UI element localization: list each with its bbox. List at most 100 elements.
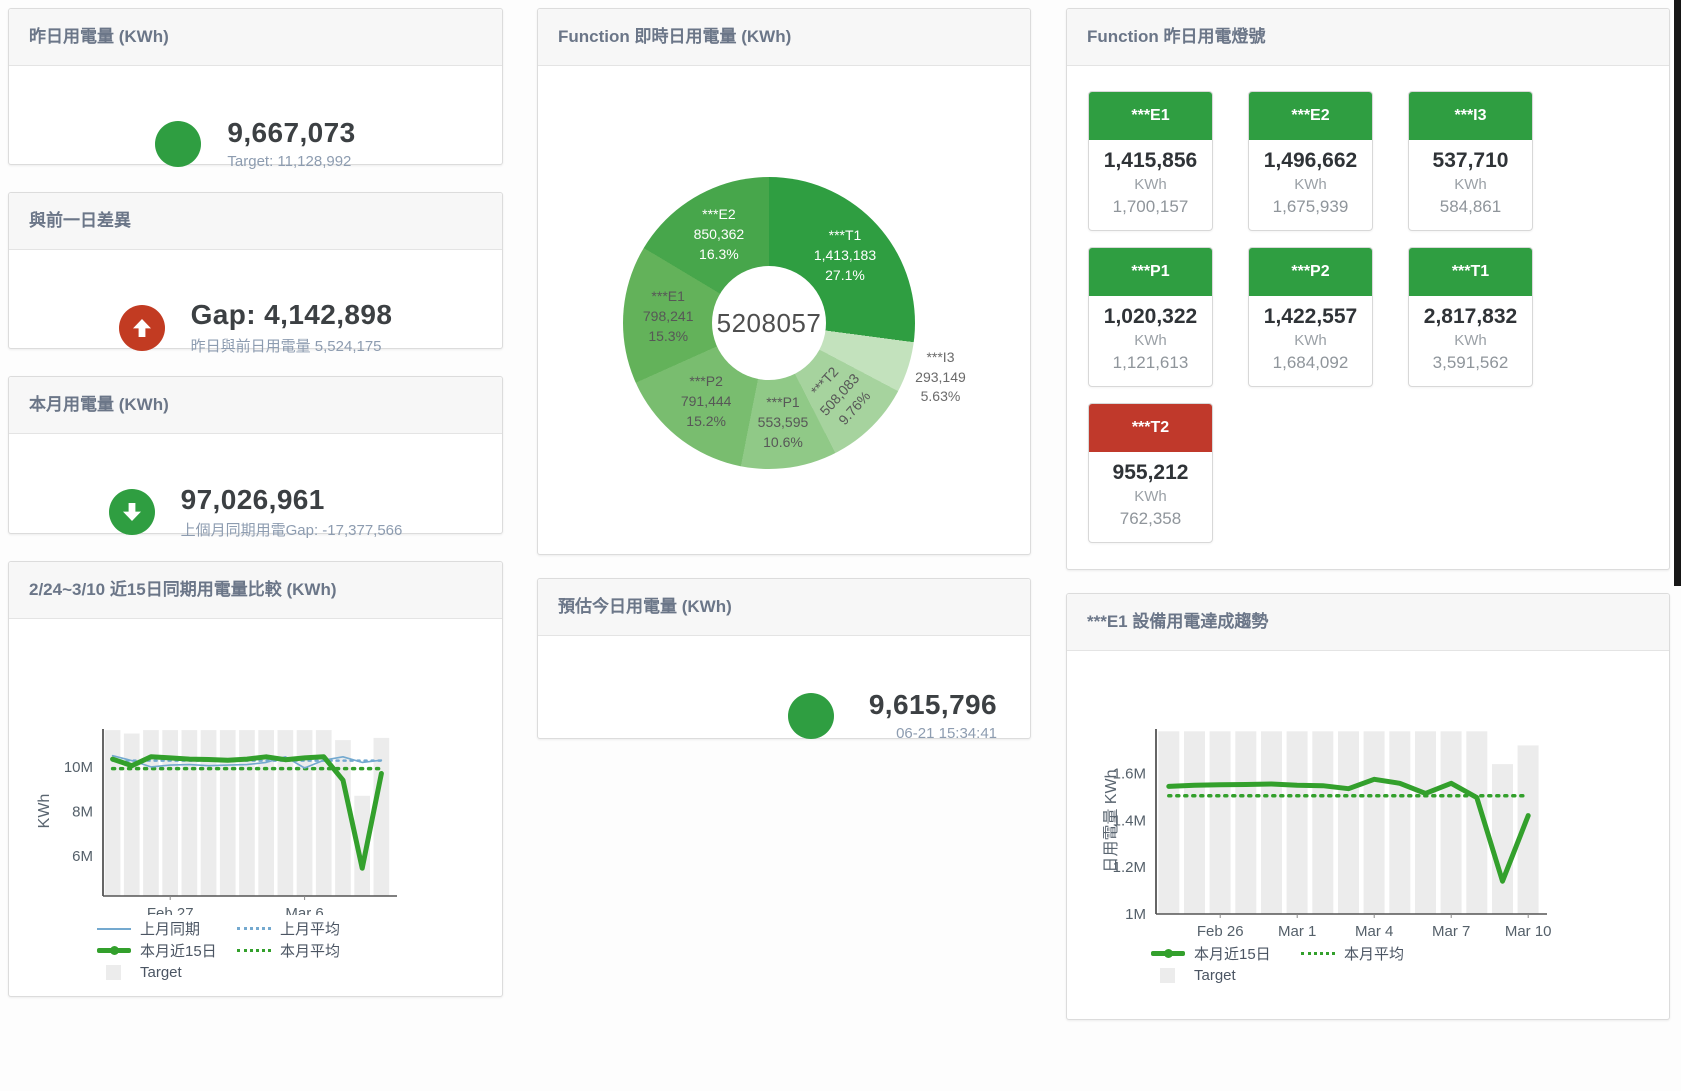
- month-value: 97,026,961: [180, 483, 325, 515]
- donut-label-I3: ***I3 293,149 5.63%: [915, 348, 966, 405]
- svg-text:Mar 6: Mar 6: [285, 905, 323, 915]
- tiles-body: ***E1 1,415,856 KWh 1,700,157 ***E2 1,496,662…: [1067, 66, 1669, 569]
- light-tile-E1: ***E1 1,415,856 KWh 1,700,157: [1088, 91, 1213, 231]
- stat-body: 9,615,796 06-21 15:34:41: [538, 636, 1030, 795]
- panel-title: 2/24~3/10 近15日同期用電量比較 (KWh): [9, 562, 502, 619]
- svg-text:Mar 1: Mar 1: [1278, 923, 1316, 940]
- panel-title: 與前一日差異: [9, 193, 502, 250]
- svg-text:6M: 6M: [72, 848, 93, 865]
- panel-title-text: 2/24~3/10 近15日同期用電量比較 (KWh): [29, 580, 337, 599]
- y-axis-label: KWh: [36, 793, 53, 829]
- status-circle-icon: [787, 692, 834, 739]
- estimate-value: 9,615,796: [868, 689, 997, 721]
- light-tile-grid: ***E1 1,415,856 KWh 1,700,157 ***E2 1,496,662…: [1067, 66, 1669, 543]
- tile-status-header: ***P2: [1249, 248, 1372, 296]
- legend-item-上月平均[interactable]: 上月平均: [237, 918, 340, 939]
- panel-title: 預估今日用電量 (KWh): [538, 579, 1030, 636]
- panel-title: 昨日用電量 (KWh): [9, 9, 502, 66]
- legend-swatch: [106, 965, 121, 980]
- panel-e1-trend-chart: ***E1 設備用電達成趨勢 1M 1.2M 1.4M 1.6M Feb 26 Mar 1…: [1066, 593, 1670, 1020]
- tile-status-header: ***T2: [1089, 404, 1212, 452]
- donut-label-P2: ***P2 791,444 15.2%: [680, 373, 732, 429]
- panel-title-text: ***E1 設備用電達成趨勢: [1087, 612, 1269, 631]
- svg-text:Feb 26: Feb 26: [1197, 923, 1244, 940]
- legend-item-Target[interactable]: Target: [97, 962, 237, 983]
- window-edge-scrollbar[interactable]: [1674, 0, 1681, 586]
- legend-item-本月平均[interactable]: 本月平均: [237, 940, 340, 961]
- legend-label: 本月平均: [1344, 946, 1405, 963]
- svg-text:1.2M: 1.2M: [1113, 859, 1146, 876]
- tile-status-header: ***E1: [1089, 92, 1212, 140]
- status-circle-icon: [155, 120, 202, 167]
- legend-item-本月近15日[interactable]: 本月近15日: [97, 940, 237, 961]
- tile-value: 1,415,856: [1103, 149, 1198, 172]
- legend-label: 上月平均: [280, 921, 341, 938]
- panel-day-gap: 與前一日差異 Gap: 4,142,898 昨日與前日用電量 5,524,175: [8, 192, 503, 355]
- arrow-down-circle-icon: [108, 489, 155, 535]
- chart-body: 5208057 ***T1 1,413,183 27.1% ***I3 293,149 5…: [538, 66, 1030, 554]
- legend-item-本月近15日[interactable]: 本月近15日: [1151, 943, 1301, 964]
- tile-unit: KWh: [1454, 176, 1487, 193]
- tile-unit: KWh: [1294, 176, 1327, 193]
- svg-text:Mar 10: Mar 10: [1505, 923, 1552, 940]
- tile-unit: KWh: [1134, 488, 1167, 505]
- legend-swatch: [97, 946, 131, 955]
- legend-swatch: [237, 927, 271, 930]
- legend-item-上月同期[interactable]: 上月同期: [97, 918, 237, 939]
- gap-sub: 昨日與前日用電量 5,524,175: [190, 337, 382, 355]
- chart-body: 1M 1.2M 1.4M 1.6M Feb 26 Mar 1 Mar 4 Mar 7 Mar 1…: [1067, 651, 1669, 1019]
- legend-label: Target: [1194, 967, 1236, 984]
- arrow-up-icon: [132, 318, 151, 337]
- panel-title-text: Function 昨日用電燈號: [1087, 27, 1266, 46]
- legend-label: 本月近15日: [140, 943, 217, 960]
- donut-label-T2: ***T2 508,083 9.76%: [807, 363, 874, 428]
- panel-title-text: 本月用電量 (KWh): [29, 395, 169, 414]
- panel-yesterday-usage: 昨日用電量 (KWh) 9,667,073 Target: 11,128,992: [8, 8, 503, 170]
- svg-text:1.6M: 1.6M: [1113, 766, 1146, 783]
- panel-title: ***E1 設備用電達成趨勢: [1067, 594, 1669, 651]
- legend-swatch: [1301, 952, 1335, 955]
- light-tile-P2: ***P2 1,422,557 KWh 1,684,092: [1248, 247, 1373, 387]
- panel-title-text: 昨日用電量 (KWh): [29, 27, 169, 46]
- tile-unit: KWh: [1294, 332, 1327, 349]
- legend-label: 本月平均: [280, 943, 341, 960]
- legend-swatch: [97, 927, 131, 930]
- svg-text:10M: 10M: [64, 759, 93, 776]
- tile-value: 537,710: [1432, 149, 1509, 172]
- light-tile-E2: ***E2 1,496,662 KWh 1,675,939: [1248, 91, 1373, 231]
- legend-item-本月平均[interactable]: 本月平均: [1301, 943, 1404, 964]
- tile-status-header: ***E2: [1249, 92, 1372, 140]
- stat-body: Gap: 4,142,898 昨日與前日用電量 5,524,175: [9, 250, 502, 405]
- tile-target-value: 1,675,939: [1272, 197, 1349, 216]
- donut-label-E2: ***E2 850,362 16.3%: [693, 206, 745, 263]
- tile-target-value: 584,861: [1439, 197, 1502, 216]
- donut-label-P1: ***P1 553,595 10.6%: [757, 394, 809, 450]
- svg-text:8M: 8M: [72, 803, 93, 820]
- panel-estimate-today: 預估今日用電量 (KWh) 9,615,796 06-21 15:34:41: [537, 578, 1031, 742]
- legend-item-Target[interactable]: Target: [1151, 965, 1301, 986]
- compare15-chart: 6M 8M 10M Feb 27 Mar 6: [9, 619, 500, 922]
- tile-value: 1,020,322: [1103, 305, 1198, 328]
- estimate-timestamp: 06-21 15:34:41: [896, 724, 997, 742]
- panel-title-text: 與前一日差異: [29, 211, 131, 230]
- legend-swatch: [237, 949, 271, 952]
- donut-chart: 5208057 ***T1 1,413,183 27.1% ***I3 293,149 5…: [623, 177, 966, 469]
- panel-title-text: Function 即時日用電量 (KWh): [558, 27, 792, 46]
- tile-unit: KWh: [1134, 176, 1167, 193]
- donut-center-total: 5208057: [712, 266, 826, 380]
- yesterday-target: Target: 11,128,992: [227, 152, 352, 170]
- donut-label-T1: ***T1 1,413,183 27.1%: [813, 227, 877, 284]
- legend-label: 本月近15日: [1194, 946, 1271, 963]
- chart-legend: 上月同期 上月平均本月近15日 本月平均 Target: [97, 918, 340, 983]
- svg-text:Feb 27: Feb 27: [147, 905, 194, 915]
- y-axis-label: 日用電量 KWh: [1103, 769, 1120, 873]
- legend-label: 上月同期: [140, 921, 201, 938]
- panel-title: 本月用電量 (KWh): [9, 377, 502, 434]
- tile-status-header: ***P1: [1089, 248, 1212, 296]
- light-tile-P1: ***P1 1,020,322 KWh 1,121,613: [1088, 247, 1213, 387]
- tile-target-value: 3,591,562: [1432, 353, 1509, 372]
- donut-total-value: 5208057: [716, 307, 822, 338]
- tile-target-value: 762,358: [1119, 509, 1182, 528]
- svg-text:1M: 1M: [1125, 906, 1146, 923]
- panel-title-text: 預估今日用電量 (KWh): [558, 597, 732, 616]
